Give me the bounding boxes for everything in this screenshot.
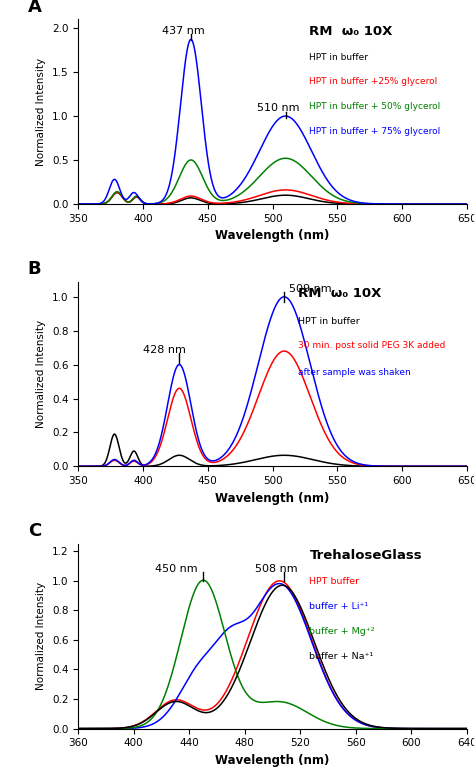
Text: 510 nm: 510 nm <box>257 103 300 113</box>
Text: HPT buffer: HPT buffer <box>310 577 360 586</box>
Text: RM  ω₀ 10X: RM ω₀ 10X <box>310 25 393 38</box>
Text: 509 nm: 509 nm <box>290 284 332 294</box>
Text: after sample was shaken: after sample was shaken <box>298 369 410 377</box>
Text: 428 nm: 428 nm <box>143 345 186 355</box>
Text: buffer + Na⁺¹: buffer + Na⁺¹ <box>310 652 374 661</box>
Y-axis label: Normalized Intensity: Normalized Intensity <box>36 320 46 428</box>
X-axis label: Wavelength (nm): Wavelength (nm) <box>215 229 330 242</box>
Text: B: B <box>27 260 41 278</box>
Y-axis label: Normalized Intensity: Normalized Intensity <box>36 582 46 690</box>
Text: HPT in buffer: HPT in buffer <box>310 52 368 62</box>
Text: HPT in buffer + 75% glycerol: HPT in buffer + 75% glycerol <box>310 127 441 136</box>
X-axis label: Wavelength (nm): Wavelength (nm) <box>215 754 330 767</box>
Text: buffer + Li⁺¹: buffer + Li⁺¹ <box>310 602 369 611</box>
Text: 30 min. post solid PEG 3K added: 30 min. post solid PEG 3K added <box>298 341 445 350</box>
Text: buffer + Mg⁺²: buffer + Mg⁺² <box>310 627 375 636</box>
Text: 437 nm: 437 nm <box>163 26 205 36</box>
Text: RM  ω₀ 10X: RM ω₀ 10X <box>298 287 381 300</box>
Text: HPT in buffer: HPT in buffer <box>298 317 360 325</box>
Text: HPT in buffer +25% glycerol: HPT in buffer +25% glycerol <box>310 77 438 86</box>
Y-axis label: Normalized Intensity: Normalized Intensity <box>36 58 46 166</box>
X-axis label: Wavelength (nm): Wavelength (nm) <box>215 492 330 504</box>
Text: C: C <box>27 522 41 540</box>
Text: A: A <box>27 0 42 15</box>
Text: TrehaloseGlass: TrehaloseGlass <box>310 550 422 562</box>
Text: 450 nm: 450 nm <box>155 564 197 574</box>
Text: HPT in buffer + 50% glycerol: HPT in buffer + 50% glycerol <box>310 103 441 111</box>
Text: 508 nm: 508 nm <box>255 564 297 574</box>
